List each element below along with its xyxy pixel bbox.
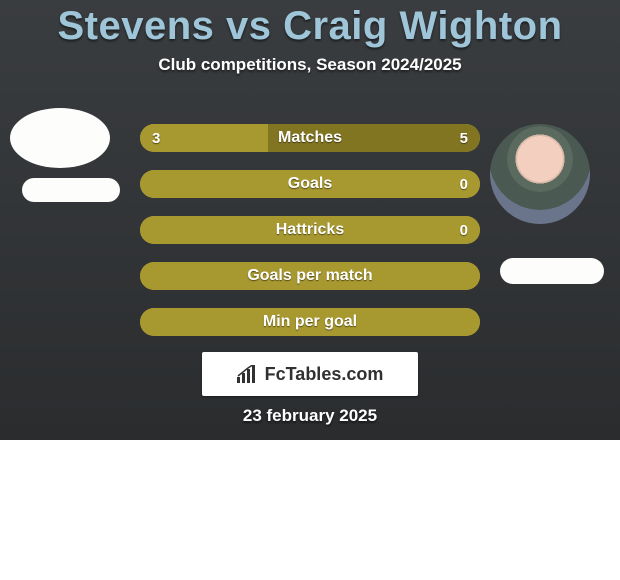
chart-icon xyxy=(237,365,259,383)
comparison-card: Stevens vs Craig Wighton Club competitio… xyxy=(0,0,620,440)
player-left-avatar-placeholder xyxy=(10,108,110,168)
stat-bar-label: Hattricks xyxy=(140,216,480,244)
subtitle: Club competitions, Season 2024/2025 xyxy=(0,55,620,75)
stat-bar-label: Goals xyxy=(140,170,480,198)
stat-bar-goals-per-match: Goals per match xyxy=(140,262,480,290)
branding-badge[interactable]: FcTables.com xyxy=(202,352,418,396)
stat-bar-label: Matches xyxy=(140,124,480,152)
stat-bars: Matches35Goals0Hattricks0Goals per match… xyxy=(140,124,480,354)
stat-bar-hattricks: Hattricks0 xyxy=(140,216,480,244)
stat-bar-matches: Matches3 5 xyxy=(140,124,480,152)
snapshot-date: 23 february 2025 xyxy=(0,406,620,426)
stat-bar-label: Goals per match xyxy=(140,262,480,290)
player-right-name-placeholder xyxy=(500,258,604,284)
stat-bar-label: Min per goal xyxy=(140,308,480,336)
player-left-name-placeholder xyxy=(22,178,120,202)
page-title: Stevens vs Craig Wighton xyxy=(0,0,620,49)
stat-bar-right-value: 0 xyxy=(448,216,480,244)
stat-bar-min-per-goal: Min per goal xyxy=(140,308,480,336)
stat-bar-left-value: 3 xyxy=(140,124,172,152)
branding-text: FcTables.com xyxy=(265,364,384,385)
player-right-avatar xyxy=(490,124,590,224)
stat-bar-goals: Goals0 xyxy=(140,170,480,198)
stat-bar-right-value: 5 xyxy=(448,124,480,152)
stat-bar-right-value: 0 xyxy=(448,170,480,198)
